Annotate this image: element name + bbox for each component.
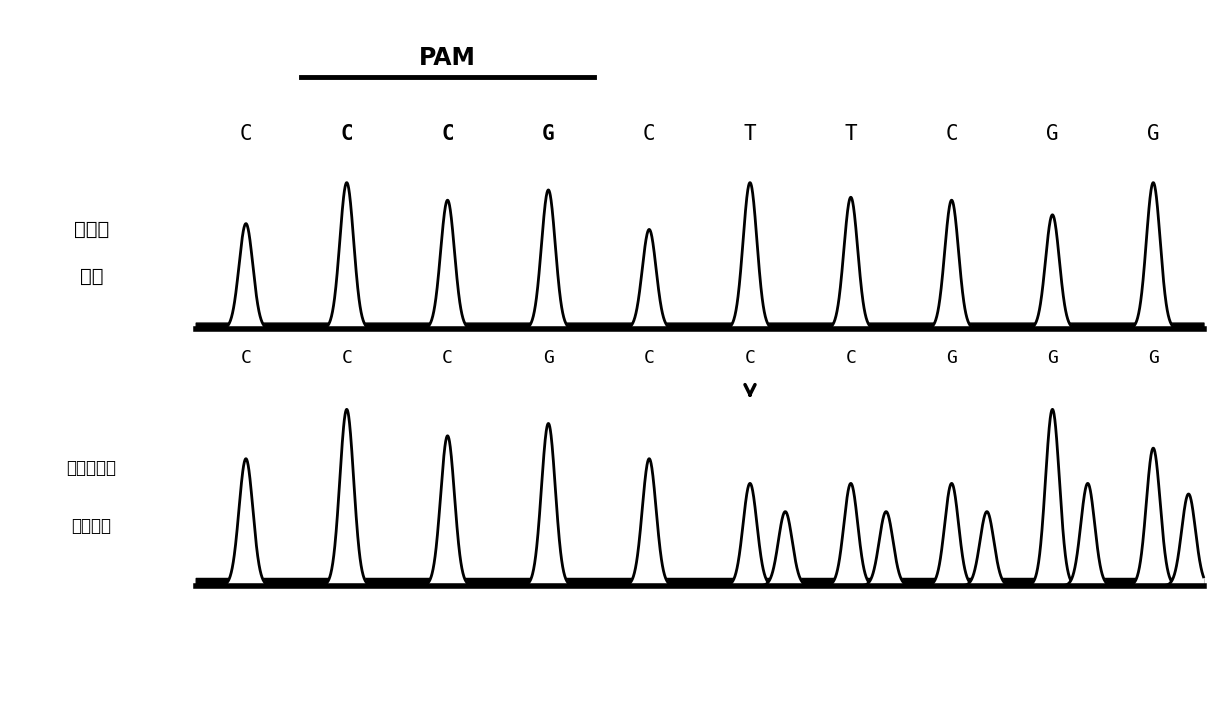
Text: C: C: [442, 349, 453, 367]
Text: C: C: [644, 349, 655, 367]
Text: C: C: [846, 349, 857, 367]
Text: C: C: [441, 124, 453, 144]
Text: C: C: [946, 124, 958, 144]
Text: C: C: [744, 349, 755, 367]
Text: PAM: PAM: [419, 46, 477, 70]
Text: T: T: [744, 124, 756, 144]
Text: G: G: [543, 349, 554, 367]
Text: C: C: [240, 124, 252, 144]
Text: G: G: [1147, 124, 1160, 144]
Text: C: C: [241, 349, 252, 367]
Text: 二细胞注射: 二细胞注射: [67, 459, 116, 477]
Text: 的首建鼠: 的首建鼠: [72, 517, 111, 535]
Text: 野生型: 野生型: [75, 220, 109, 239]
Text: T: T: [844, 124, 857, 144]
Text: C: C: [643, 124, 655, 144]
Text: G: G: [543, 124, 555, 144]
Text: G: G: [1147, 349, 1158, 367]
Text: 小鼠: 小鼠: [79, 268, 104, 286]
Text: G: G: [946, 349, 957, 367]
Text: G: G: [1047, 349, 1058, 367]
Text: G: G: [1046, 124, 1058, 144]
Text: C: C: [341, 349, 352, 367]
Text: C: C: [341, 124, 353, 144]
